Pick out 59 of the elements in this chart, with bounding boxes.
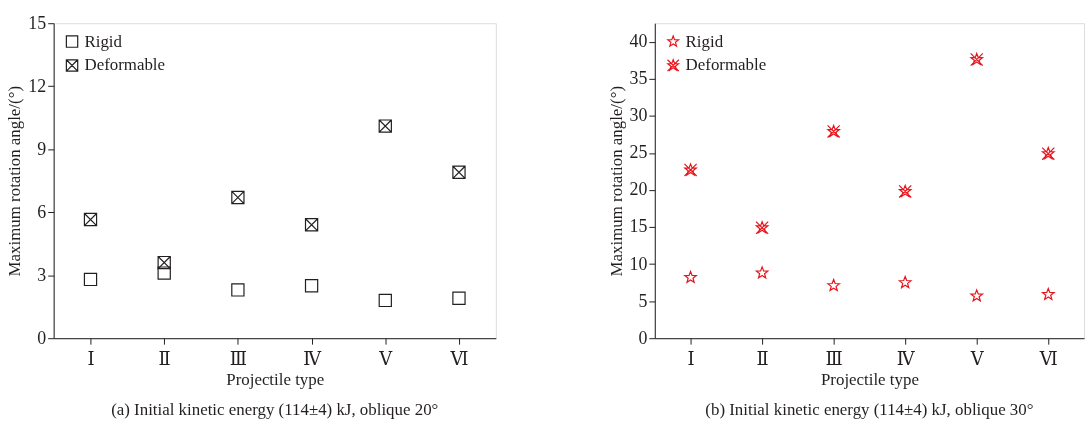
legend-label: Deformable [685,55,767,75]
x-tick-label: Ⅱ [756,347,769,369]
y-tick-label: 9 [37,138,47,159]
y-tick-label: 0 [37,327,47,348]
text: (a) Initial kinetic energy (114±4) kJ, oblique 20° [111,399,439,419]
point [231,283,245,297]
x-tick-label: Ⅴ [969,347,985,369]
x-tick-label: Ⅱ [158,347,171,369]
y-tick-label: 30 [629,105,648,126]
y-tick-label: 25 [629,142,648,163]
point [231,190,245,205]
x-tick-label: Ⅲ [229,347,248,369]
y-axis-title: Maximum rotation angle/(°) [606,85,626,277]
x-tick-label: Ⅰ [687,347,695,369]
y-tick-label: 15 [629,216,648,237]
legend-label: Rigid [685,31,724,51]
point [157,266,171,280]
point [684,270,697,283]
x-tick-label: Ⅳ [303,347,323,369]
y-tick-label: 35 [629,68,648,89]
y-tick-label: 15 [28,12,47,33]
legend-label: Deformable [84,55,166,75]
y-tick-label: 40 [629,31,648,52]
y-tick-label: 12 [28,75,47,96]
point [157,255,171,270]
y-tick-label: 6 [37,201,47,222]
y-tick-label: 5 [638,290,648,311]
point [970,289,984,302]
point [683,163,698,177]
point [827,278,841,292]
x-axis-title: Projectile type [820,370,919,390]
point [1041,287,1055,300]
point [826,124,841,139]
point [378,119,392,133]
x-axis-title: Projectile type [226,370,325,390]
x-tick-label: Ⅴ [378,347,394,369]
y-tick-label: 20 [629,179,648,200]
x-tick-label: Ⅵ [1038,347,1058,369]
point [755,221,769,235]
text: (b) Initial kinetic energy (114±4) kJ, oblique 30° [705,399,1034,419]
x-tick-label: Ⅲ [825,347,843,369]
x-tick-label: Ⅳ [896,347,916,369]
point [304,218,319,232]
y-tick-label: 3 [37,264,47,285]
point [898,184,912,199]
point [898,275,912,289]
point [452,291,466,305]
y-axis-title: Maximum rotation angle/(°) [5,85,25,277]
point [83,212,98,227]
y-tick-label: 0 [638,327,648,348]
point [1041,146,1055,161]
point [452,165,466,179]
x-tick-label: Ⅵ [449,347,469,369]
x-tick-label: Ⅰ [87,347,95,369]
point [755,266,769,279]
point [304,279,319,293]
y-tick-label: 10 [629,253,648,274]
legend-label: Rigid [84,31,123,51]
point [970,52,984,67]
